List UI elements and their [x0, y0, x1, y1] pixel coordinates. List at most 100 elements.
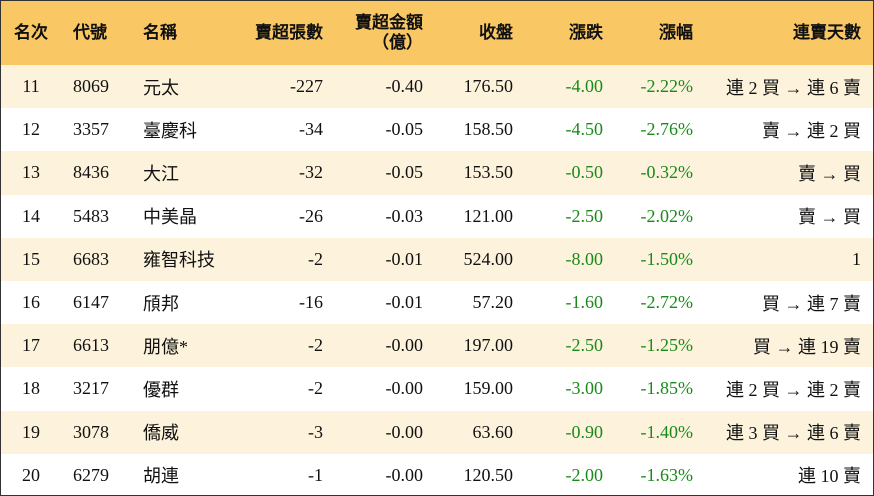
- table-cell: 16: [1, 280, 61, 325]
- table-cell: 6147: [61, 280, 131, 325]
- table-cell: 197.00: [431, 324, 521, 368]
- table-cell: -34: [231, 108, 331, 152]
- table-cell: 買 → 連 19 賣: [701, 324, 873, 368]
- table-row: 19 3078 僑威 -3 -0.00 63.60 -0.90 -1.40% 連 3 買 → 連…: [1, 410, 873, 454]
- table-cell: 朋億*: [131, 324, 231, 368]
- table-cell: -2: [231, 237, 331, 281]
- table-cell: 121.00: [431, 194, 521, 238]
- table-cell: -2.22%: [611, 65, 701, 109]
- table-cell: 6613: [61, 324, 131, 368]
- header-cell: 名稱: [131, 1, 231, 65]
- table-cell: 買 → 連 7 賣: [701, 280, 873, 325]
- table-cell: 19: [1, 410, 61, 454]
- table-cell: -0.40: [331, 65, 431, 109]
- table-cell: 153.50: [431, 151, 521, 195]
- table-cell: 17: [1, 324, 61, 368]
- table-cell: -0.01: [331, 280, 431, 325]
- table-cell: 雍智科技: [131, 237, 231, 281]
- table-cell: -3: [231, 410, 331, 454]
- table-cell: 5483: [61, 194, 131, 238]
- table-row: 11 8069 元太 -227 -0.40 176.50 -4.00 -2.22% 連 2 買 …: [1, 65, 873, 109]
- table-body: 11 8069 元太 -227 -0.40 176.50 -4.00 -2.22% 連 2 買 …: [1, 65, 873, 495]
- table-cell: -3.00: [521, 367, 611, 411]
- table-cell: -0.05: [331, 151, 431, 195]
- table-cell: -2.50: [521, 194, 611, 238]
- table-cell: -2.76%: [611, 108, 701, 152]
- table-cell: 3217: [61, 367, 131, 411]
- table-cell: 8069: [61, 65, 131, 109]
- header-cell: 連賣天數: [701, 1, 873, 65]
- table-cell: 頎邦: [131, 280, 231, 325]
- table-cell: 176.50: [431, 65, 521, 109]
- table-cell: 連 2 買 → 連 2 賣: [701, 367, 873, 411]
- table-cell: -2.00: [521, 453, 611, 495]
- table-cell: -227: [231, 65, 331, 109]
- table-cell: 連 3 買 → 連 6 賣: [701, 410, 873, 454]
- table-cell: -1.85%: [611, 367, 701, 411]
- table-cell: -2.02%: [611, 194, 701, 238]
- table-cell: 大江: [131, 151, 231, 195]
- table-cell: -0.03: [331, 194, 431, 238]
- table-cell: 連 10 賣: [701, 453, 873, 495]
- table-cell: -2: [231, 367, 331, 411]
- table-cell: 優群: [131, 367, 231, 411]
- table-cell: -16: [231, 280, 331, 325]
- table-row: 20 6279 胡連 -1 -0.00 120.50 -2.00 -1.63% 連 10 賣: [1, 453, 873, 495]
- table-cell: 元太: [131, 65, 231, 109]
- table-cell: 11: [1, 65, 61, 109]
- table-cell: 僑威: [131, 410, 231, 454]
- header-cell: 漲跌: [521, 1, 611, 65]
- table-cell: 63.60: [431, 410, 521, 454]
- table-row: 18 3217 優群 -2 -0.00 159.00 -3.00 -1.85% 連 2 買 → …: [1, 367, 873, 411]
- table-cell: -0.90: [521, 410, 611, 454]
- table-cell: 158.50: [431, 108, 521, 152]
- table-cell: 賣 → 連 2 買: [701, 108, 873, 152]
- table-cell: -1.25%: [611, 324, 701, 368]
- table-header: 名次 代號 名稱 賣超張數 賣超金額 （億） 收盤 漲跌 漲幅 連賣天數: [1, 1, 873, 65]
- table-cell: -0.00: [331, 410, 431, 454]
- table-cell: 20: [1, 453, 61, 495]
- table-row: 13 8436 大江 -32 -0.05 153.50 -0.50 -0.32% 賣 → 買: [1, 151, 873, 195]
- table-cell: -2.72%: [611, 280, 701, 325]
- table-row: 15 6683 雍智科技 -2 -0.01 524.00 -8.00 -1.50% 1: [1, 237, 873, 281]
- table-cell: -4.00: [521, 65, 611, 109]
- header-cell: 賣超張數: [231, 1, 331, 65]
- table-cell: -0.00: [331, 367, 431, 411]
- table-cell: 6279: [61, 453, 131, 495]
- table-cell: 賣 → 買: [701, 194, 873, 238]
- table-cell: -1.63%: [611, 453, 701, 495]
- table-cell: -0.00: [331, 324, 431, 368]
- table-cell: 胡連: [131, 453, 231, 495]
- table-cell: -0.50: [521, 151, 611, 195]
- table-row: 12 3357 臺慶科 -34 -0.05 158.50 -4.50 -2.76% 賣 → 連 …: [1, 108, 873, 152]
- table-cell: 57.20: [431, 280, 521, 325]
- table-cell: -0.01: [331, 237, 431, 281]
- table-cell: -32: [231, 151, 331, 195]
- table-cell: 159.00: [431, 367, 521, 411]
- table-cell: -2.50: [521, 324, 611, 368]
- table-cell: -1.60: [521, 280, 611, 325]
- table-row: 14 5483 中美晶 -26 -0.03 121.00 -2.50 -2.02% 賣 → 買: [1, 194, 873, 238]
- table-cell: 賣 → 買: [701, 151, 873, 195]
- table-row: 17 6613 朋億* -2 -0.00 197.00 -2.50 -1.25% 買 → 連 1…: [1, 324, 873, 368]
- table-cell: -0.32%: [611, 151, 701, 195]
- table-cell: 8436: [61, 151, 131, 195]
- table-cell: -1: [231, 453, 331, 495]
- table-cell: -1.40%: [611, 410, 701, 454]
- header-cell: 賣超金額 （億）: [331, 1, 431, 65]
- table-cell: -1.50%: [611, 237, 701, 281]
- table-cell: -2: [231, 324, 331, 368]
- table-row: 16 6147 頎邦 -16 -0.01 57.20 -1.60 -2.72% 買 → 連 7 …: [1, 280, 873, 325]
- table-cell: 15: [1, 237, 61, 281]
- table-cell: 連 2 買 → 連 6 賣: [701, 65, 873, 109]
- table-cell: 18: [1, 367, 61, 411]
- table-cell: 120.50: [431, 453, 521, 495]
- table-cell: 1: [701, 237, 873, 281]
- table-cell: -26: [231, 194, 331, 238]
- table-cell: -0.05: [331, 108, 431, 152]
- table-cell: -0.00: [331, 453, 431, 495]
- table-cell: 臺慶科: [131, 108, 231, 152]
- table-cell: 13: [1, 151, 61, 195]
